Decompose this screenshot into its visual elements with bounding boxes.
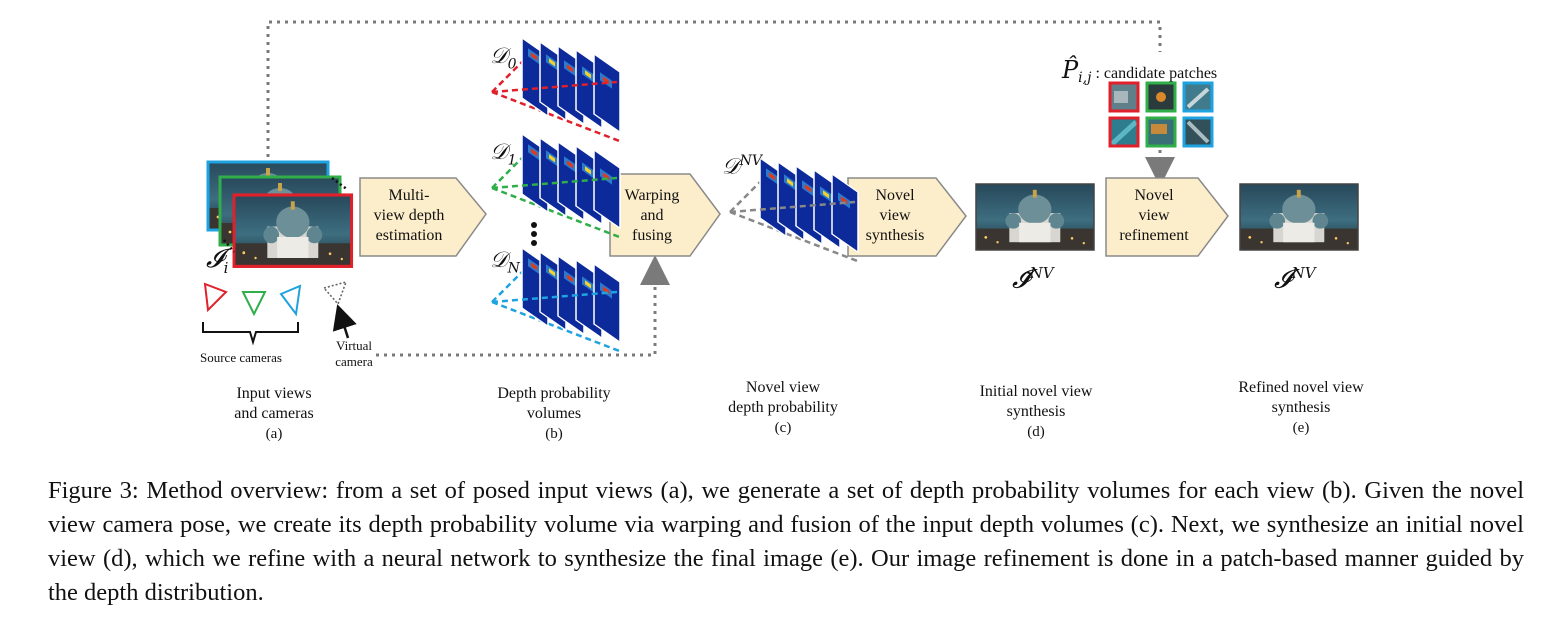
- novel-view-depth-volume: [729, 156, 861, 264]
- refined-view-symbol: 𝓘NV: [1274, 264, 1316, 295]
- initial-view-caption: Initial novel view synthesis (d): [979, 383, 1093, 440]
- novel-depth-stack: [729, 156, 861, 264]
- novel-view-refinement-box: [1105, 177, 1229, 257]
- virtual-camera-label: Virtual camera: [335, 338, 373, 369]
- novel-view-synthesis-label: Novel view synthesis: [865, 187, 925, 244]
- virtual-camera-pointer-arrow: [332, 304, 357, 339]
- virtual-camera-icon: [322, 280, 348, 306]
- depth-volume-d1: [491, 132, 623, 240]
- novel-depth-symbol: 𝒟NV: [722, 153, 762, 180]
- method-overview-figure: 𝓘i Source cameras Virtual camera Input v…: [200, 20, 1364, 442]
- refined-view-caption: Refined novel view synthesis (e): [1238, 379, 1364, 436]
- input-view-stack: [206, 160, 354, 268]
- depth-volume-d0-symbol: 𝒟0: [490, 44, 517, 73]
- input-views-symbol: 𝓘i: [206, 244, 229, 278]
- source-camera-green-icon: [241, 291, 267, 317]
- depth-volume-dn: [491, 246, 623, 354]
- source-cameras-brace: [202, 322, 299, 346]
- figure-caption: Figure 3: Method overview: from a set of…: [48, 477, 1524, 606]
- source-camera-blue-icon: [279, 284, 302, 317]
- candidate-patches-label: P̂i,j : candidate patches: [1062, 56, 1218, 87]
- refined-novel-view-image: [1239, 183, 1359, 251]
- warping-fusing-box: [609, 173, 721, 257]
- initial-view-symbol: 𝓘̃NV: [1012, 264, 1054, 295]
- novel-depth-caption: Novel view depth probability (c): [728, 379, 838, 436]
- multi-view-depth-estimation-box: [359, 177, 487, 257]
- input-views-caption: Input views and cameras (a): [234, 385, 314, 442]
- initial-novel-view-image: [975, 183, 1095, 251]
- warping-fusing-label: Warping and fusing: [624, 187, 680, 244]
- source-camera-red-icon: [203, 282, 228, 313]
- depth-volume-d1-symbol: 𝒟1: [490, 140, 517, 169]
- depth-volume-d0: [491, 36, 623, 144]
- multi-view-depth-estimation-label: Multi- view depth estimation: [373, 187, 445, 244]
- figure-graphics: [202, 20, 1359, 357]
- candidate-patches-grid: [1108, 81, 1214, 148]
- depth-volumes-caption: Depth probability volumes (b): [497, 385, 611, 442]
- depth-volume-stacks: [491, 36, 623, 354]
- depth-volume-dn-symbol: 𝒟N: [490, 248, 520, 277]
- dotted-line-input-to-patches: [266, 20, 1162, 165]
- source-cameras-label: Source cameras: [200, 350, 282, 365]
- novel-view-refinement-label: Novel view refinement: [1119, 187, 1189, 244]
